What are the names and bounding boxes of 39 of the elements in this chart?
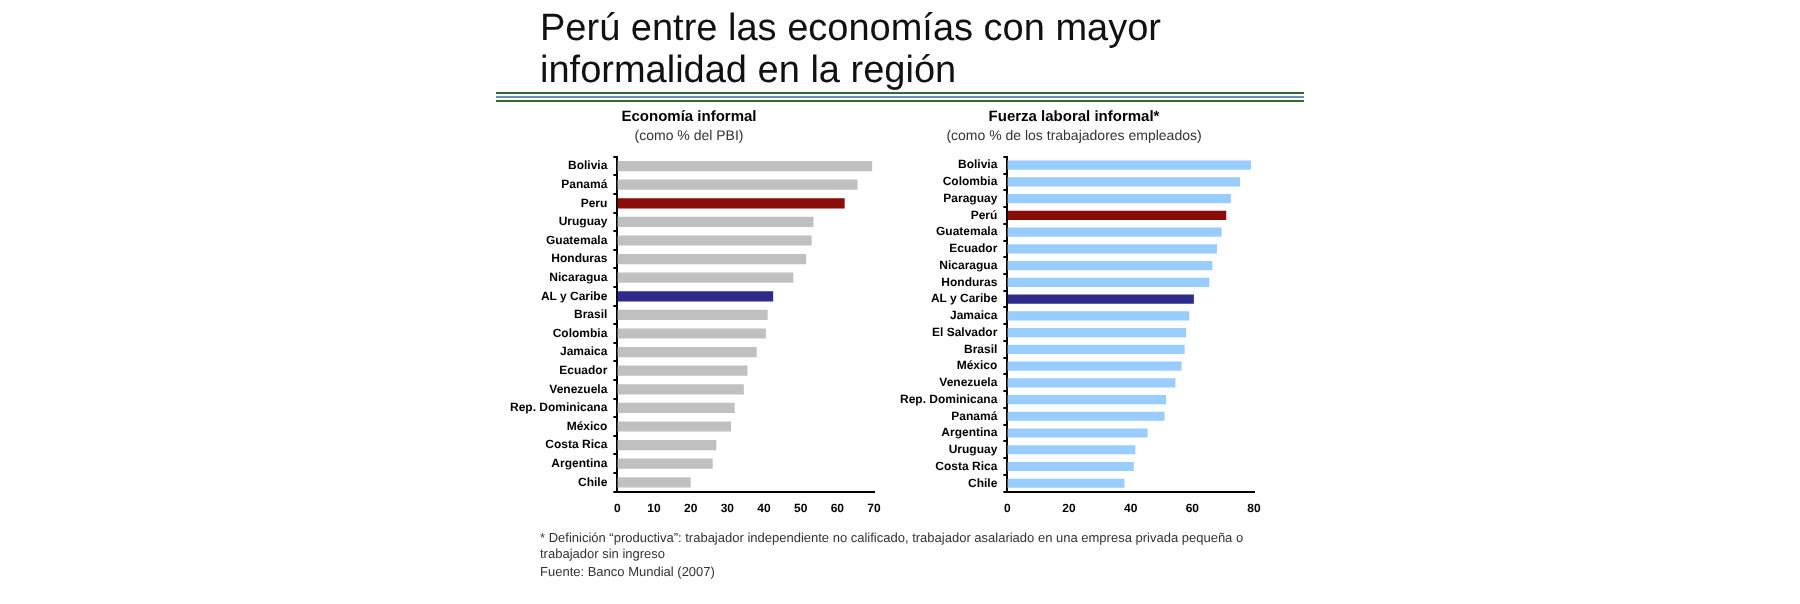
text: Perú entre las economías con mayor informalidad en la región [540, 8, 1163, 92]
bar [617, 291, 774, 302]
bar [617, 421, 732, 432]
bar [1007, 394, 1167, 405]
bar [1007, 194, 1231, 204]
bar [617, 272, 794, 283]
bar [1007, 327, 1187, 338]
bar [617, 384, 744, 395]
bar [617, 235, 812, 246]
bar [1007, 411, 1165, 421]
bar [1007, 261, 1213, 271]
bar [617, 402, 735, 414]
bar [1007, 478, 1125, 488]
bar [1007, 160, 1251, 170]
bar [1007, 428, 1148, 438]
bar [1007, 294, 1194, 304]
bar [617, 439, 717, 451]
bar [617, 458, 713, 469]
bar [1007, 244, 1217, 254]
bar [1007, 311, 1190, 321]
bar [617, 477, 691, 488]
bar [617, 365, 748, 376]
bar [617, 179, 858, 190]
bar [617, 346, 757, 358]
bar [1007, 177, 1241, 187]
bar [617, 309, 768, 321]
bar [617, 328, 766, 339]
bar [617, 216, 814, 228]
bar [617, 253, 807, 265]
bar [1007, 210, 1227, 220]
bar [1007, 344, 1185, 354]
bar [1007, 378, 1176, 388]
bar [1007, 227, 1222, 237]
bar [1007, 361, 1182, 371]
bar [1007, 277, 1210, 287]
bar [1007, 445, 1136, 455]
bar [617, 198, 845, 209]
bar [617, 160, 873, 172]
bar [1007, 461, 1134, 472]
